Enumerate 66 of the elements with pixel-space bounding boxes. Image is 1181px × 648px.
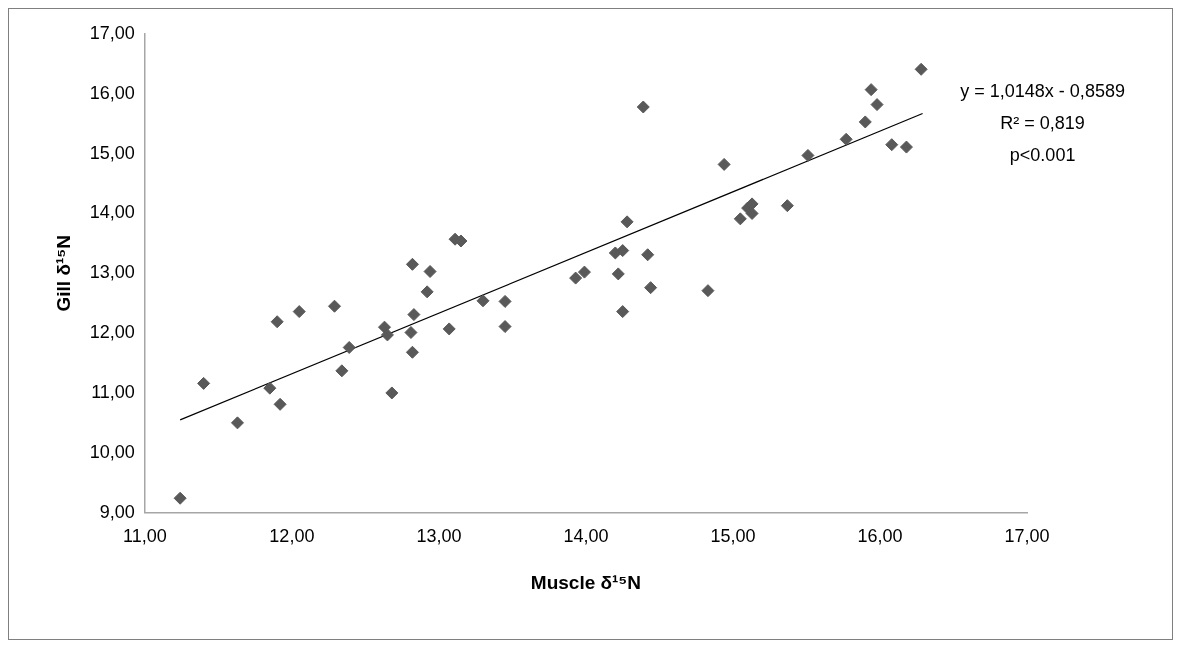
x-axis-title: Muscle δ¹⁵N	[530, 571, 642, 593]
point	[380, 328, 394, 342]
point	[701, 284, 715, 298]
x-tick-label: 14,00	[563, 526, 609, 547]
point	[569, 271, 583, 285]
point	[644, 281, 658, 295]
point	[745, 197, 759, 211]
point	[717, 157, 731, 171]
point	[230, 416, 244, 430]
annotation: p<0.001	[1009, 144, 1076, 165]
annotation: y = 1,0148x - 0,8589	[960, 80, 1125, 101]
annotation: R² = 0,819	[1000, 112, 1085, 133]
point	[733, 212, 747, 226]
y-tick-label: 14,00	[89, 202, 135, 223]
x-tick-label: 16,00	[857, 526, 903, 547]
point	[914, 62, 928, 76]
point	[405, 257, 419, 271]
point	[611, 267, 625, 281]
point	[328, 299, 342, 313]
point	[273, 397, 287, 411]
point	[476, 294, 490, 308]
point	[405, 345, 419, 359]
point	[780, 199, 794, 213]
point	[270, 315, 284, 329]
point	[335, 364, 349, 378]
point	[801, 148, 815, 162]
point	[870, 98, 884, 112]
point	[407, 308, 421, 322]
point	[616, 305, 630, 319]
point	[498, 320, 512, 334]
point	[197, 376, 211, 390]
point	[385, 386, 399, 400]
point	[839, 132, 853, 146]
y-tick-label: 10,00	[89, 441, 135, 462]
point	[442, 322, 456, 336]
point	[423, 265, 437, 279]
point	[404, 326, 418, 340]
y-tick-label: 11,00	[91, 381, 135, 402]
y-tick-label: 12,00	[89, 322, 135, 343]
point	[342, 340, 356, 354]
y-tick-label: 15,00	[89, 142, 135, 163]
point	[864, 83, 878, 97]
point	[620, 215, 634, 229]
point	[263, 381, 277, 395]
point	[498, 294, 512, 308]
point	[292, 305, 306, 319]
y-tick-label: 13,00	[89, 262, 135, 283]
y-tick-label: 16,00	[89, 82, 135, 103]
point	[641, 248, 655, 262]
x-tick-label: 12,00	[269, 526, 315, 547]
point	[899, 140, 913, 154]
y-tick-label: 17,00	[89, 22, 135, 43]
point	[885, 138, 899, 152]
x-tick-label: 11,00	[122, 526, 167, 547]
point	[577, 265, 591, 279]
y-tick-label: 9,00	[99, 501, 135, 522]
point	[608, 246, 622, 260]
point	[616, 244, 630, 258]
point	[636, 100, 650, 114]
point	[420, 285, 434, 299]
x-tick-label: 13,00	[416, 526, 462, 547]
x-tick-label: 17,00	[1004, 526, 1050, 547]
point	[173, 491, 187, 505]
point	[858, 115, 872, 129]
y-axis-title: Gill δ¹⁵N	[52, 235, 74, 312]
x-tick-label: 15,00	[710, 526, 756, 547]
